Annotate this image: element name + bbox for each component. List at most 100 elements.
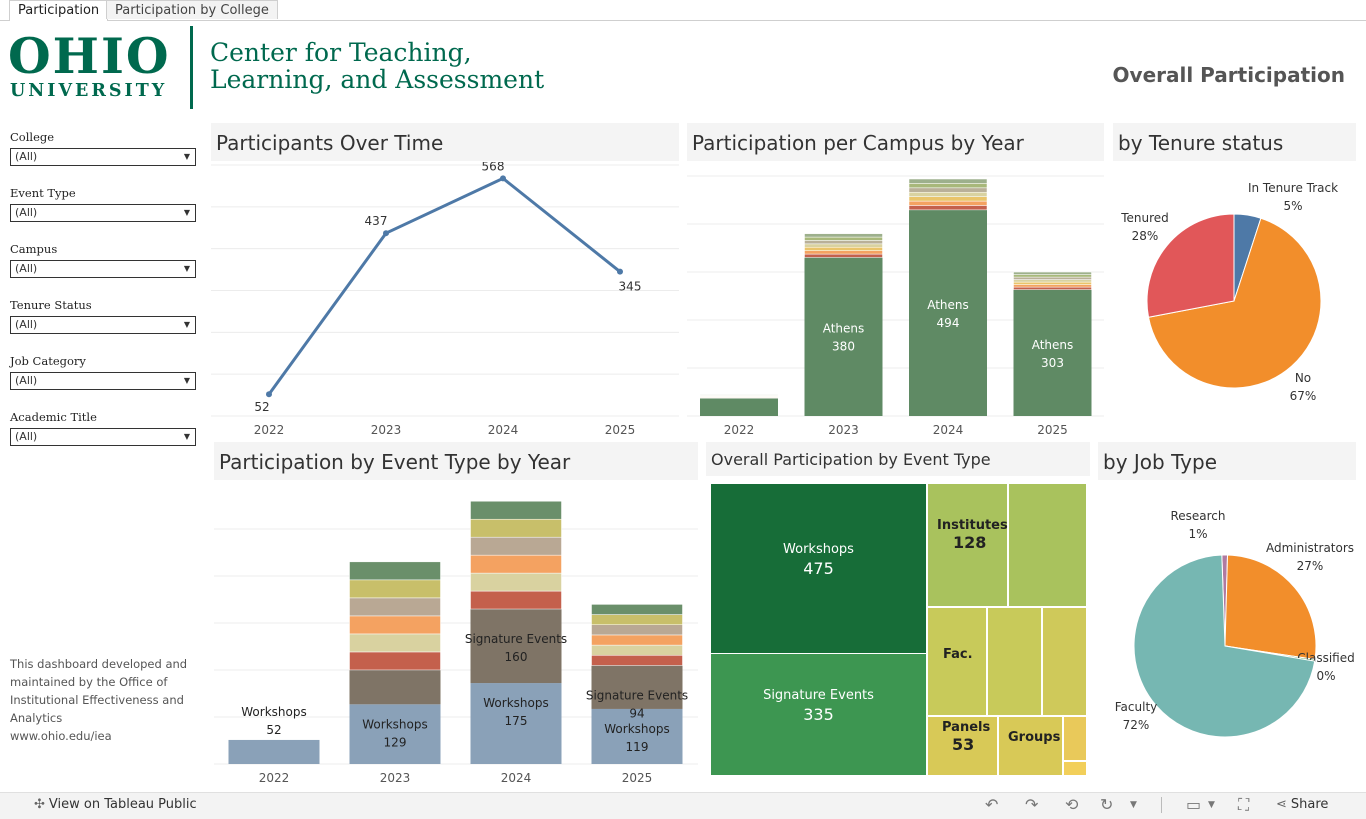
x-tick-label: 2024	[501, 771, 532, 785]
center-title-line1: Center for Teaching,	[210, 38, 472, 67]
treemap-cell-value: 335	[803, 705, 834, 724]
campus-bar-chart: 2022 Athens 380 2023 Athens 494 2024 Athens 303 2…	[687, 175, 1104, 437]
treemap-cell-fac[interactable]: Fac.	[928, 608, 986, 715]
treemap-cell-institutes[interactable]: Institutes 128	[928, 484, 1008, 606]
filter-event-type-select[interactable]: (All) ▼	[10, 204, 196, 222]
bar-segment	[349, 651, 441, 671]
bar-segment	[470, 500, 562, 520]
bar-segment	[591, 614, 683, 626]
chevron-down-icon[interactable]: ▼	[1208, 800, 1215, 810]
filter-job-category-select[interactable]: (All) ▼	[10, 372, 196, 390]
treemap-cell-workshops[interactable]: Workshops 475	[711, 484, 926, 653]
download-icon[interactable]: ▭	[1186, 795, 1202, 814]
treemap-cell-value: 475	[803, 559, 834, 578]
x-tick-label: 2022	[254, 423, 285, 437]
treemap-cell-label: Workshops	[783, 542, 854, 557]
treemap-cell-label: Fac.	[943, 647, 973, 662]
x-tick-label: 2023	[828, 423, 859, 437]
slice-label: Research	[1170, 509, 1225, 523]
x-tick-label: 2024	[933, 423, 964, 437]
bar-segment	[470, 536, 562, 556]
treemap-cell[interactable]	[988, 608, 1041, 715]
note-line: maintained by the Office of	[10, 675, 168, 689]
bar-segment	[591, 634, 683, 646]
fullscreen-icon[interactable]: ⛶	[1238, 795, 1250, 814]
tenure-chart-title: by Tenure status	[1113, 123, 1356, 161]
filter-event-type-label: Event Type	[10, 186, 76, 200]
slice-percent: 27%	[1297, 559, 1324, 573]
x-tick-label: 2023	[380, 771, 411, 785]
treemap-cell[interactable]	[1009, 484, 1086, 606]
bar-segment	[804, 236, 883, 241]
slice-label: Administrators	[1266, 541, 1354, 555]
bar-segment-athens	[909, 209, 987, 416]
bar-segment	[908, 187, 988, 193]
filter-tenure-status-select[interactable]: (All) ▼	[10, 316, 196, 334]
segment-value: 303	[1041, 356, 1064, 370]
page-title: Overall Participation	[1112, 63, 1345, 87]
treemap-cell-label: Groups	[1008, 730, 1061, 745]
bar-segment	[349, 633, 441, 653]
treemap-cell-signature-events[interactable]: Signature Events 335	[711, 654, 926, 775]
bar-segment	[908, 191, 988, 197]
bar-segment	[591, 624, 683, 636]
bar-segment-athens	[1013, 289, 1092, 416]
treemap-cell-value: 53	[952, 735, 975, 754]
bar-segment	[804, 243, 883, 248]
slice-label: Faculty	[1115, 700, 1158, 714]
slice-percent: 5%	[1283, 199, 1302, 213]
center-title-line2: Learning, and Assessment	[210, 65, 545, 94]
treemap-cell-groups[interactable]: Groups	[999, 717, 1062, 775]
treemap-cell[interactable]	[1064, 717, 1086, 760]
segment-value: 94	[629, 706, 644, 720]
segment-value: 175	[505, 714, 528, 728]
segment-label: Athens	[927, 298, 969, 312]
slice-percent: 1%	[1188, 527, 1207, 541]
filter-college-select[interactable]: (All) ▼	[10, 148, 196, 166]
slice-percent: 67%	[1290, 389, 1317, 403]
treemap-cell-panels[interactable]: Panels 53	[928, 717, 997, 775]
segment-value: 119	[626, 740, 649, 754]
chevron-down-icon[interactable]: ▼	[1130, 800, 1137, 810]
undo-icon[interactable]: ↶	[985, 795, 999, 814]
share-icon: ⋖	[1276, 797, 1287, 812]
line-chart-title: Participants Over Time	[211, 123, 679, 161]
segment-label: Workshops	[241, 705, 306, 719]
segment-value: 129	[384, 735, 407, 749]
data-label: 568	[482, 162, 505, 173]
bar-segment	[699, 394, 779, 396]
filter-campus-select[interactable]: (All) ▼	[10, 260, 196, 278]
share-button[interactable]: ⋖ Share	[1276, 797, 1329, 812]
bar-segment-signature-events	[470, 609, 562, 684]
note-line: Analytics	[10, 711, 63, 725]
bar-segment	[804, 247, 883, 251]
refresh-icon[interactable]: ↻	[1100, 795, 1114, 814]
treemap-cell[interactable]	[1043, 608, 1086, 715]
data-point	[383, 230, 389, 237]
view-on-tableau-link[interactable]: ✣ View on Tableau Public	[34, 797, 197, 812]
bar-segment-signature-events	[349, 669, 441, 705]
segment-label: Workshops	[483, 696, 548, 710]
bar-segment	[908, 183, 988, 189]
treemap-cell-value: 128	[953, 533, 987, 552]
bar-segment	[804, 253, 883, 258]
treemap-cell-label: Panels	[942, 720, 991, 735]
redo-icon[interactable]: ↷	[1025, 795, 1039, 814]
note-url[interactable]: www.ohio.edu/iea	[10, 729, 112, 743]
tab-participation-by-college[interactable]: Participation by College	[106, 0, 278, 19]
bar-segment	[470, 518, 562, 538]
tab-participation[interactable]: Participation	[9, 0, 109, 21]
pie-slice	[1146, 213, 1235, 318]
slice-label: No	[1295, 371, 1311, 385]
chevron-down-icon: ▼	[183, 376, 190, 385]
note-line: This dashboard developed and	[10, 657, 188, 671]
revert-icon[interactable]: ⟲	[1065, 795, 1079, 814]
filter-academic-title-select[interactable]: (All) ▼	[10, 428, 196, 446]
treemap-cell-label: Institutes	[937, 518, 1008, 533]
tableau-toolbar	[0, 792, 1366, 819]
filter-college-label: College	[10, 130, 55, 144]
bar-segment	[1013, 284, 1092, 288]
treemap-cell[interactable]	[1064, 762, 1086, 775]
chevron-down-icon: ▼	[183, 264, 190, 273]
bar-segment	[591, 655, 683, 666]
